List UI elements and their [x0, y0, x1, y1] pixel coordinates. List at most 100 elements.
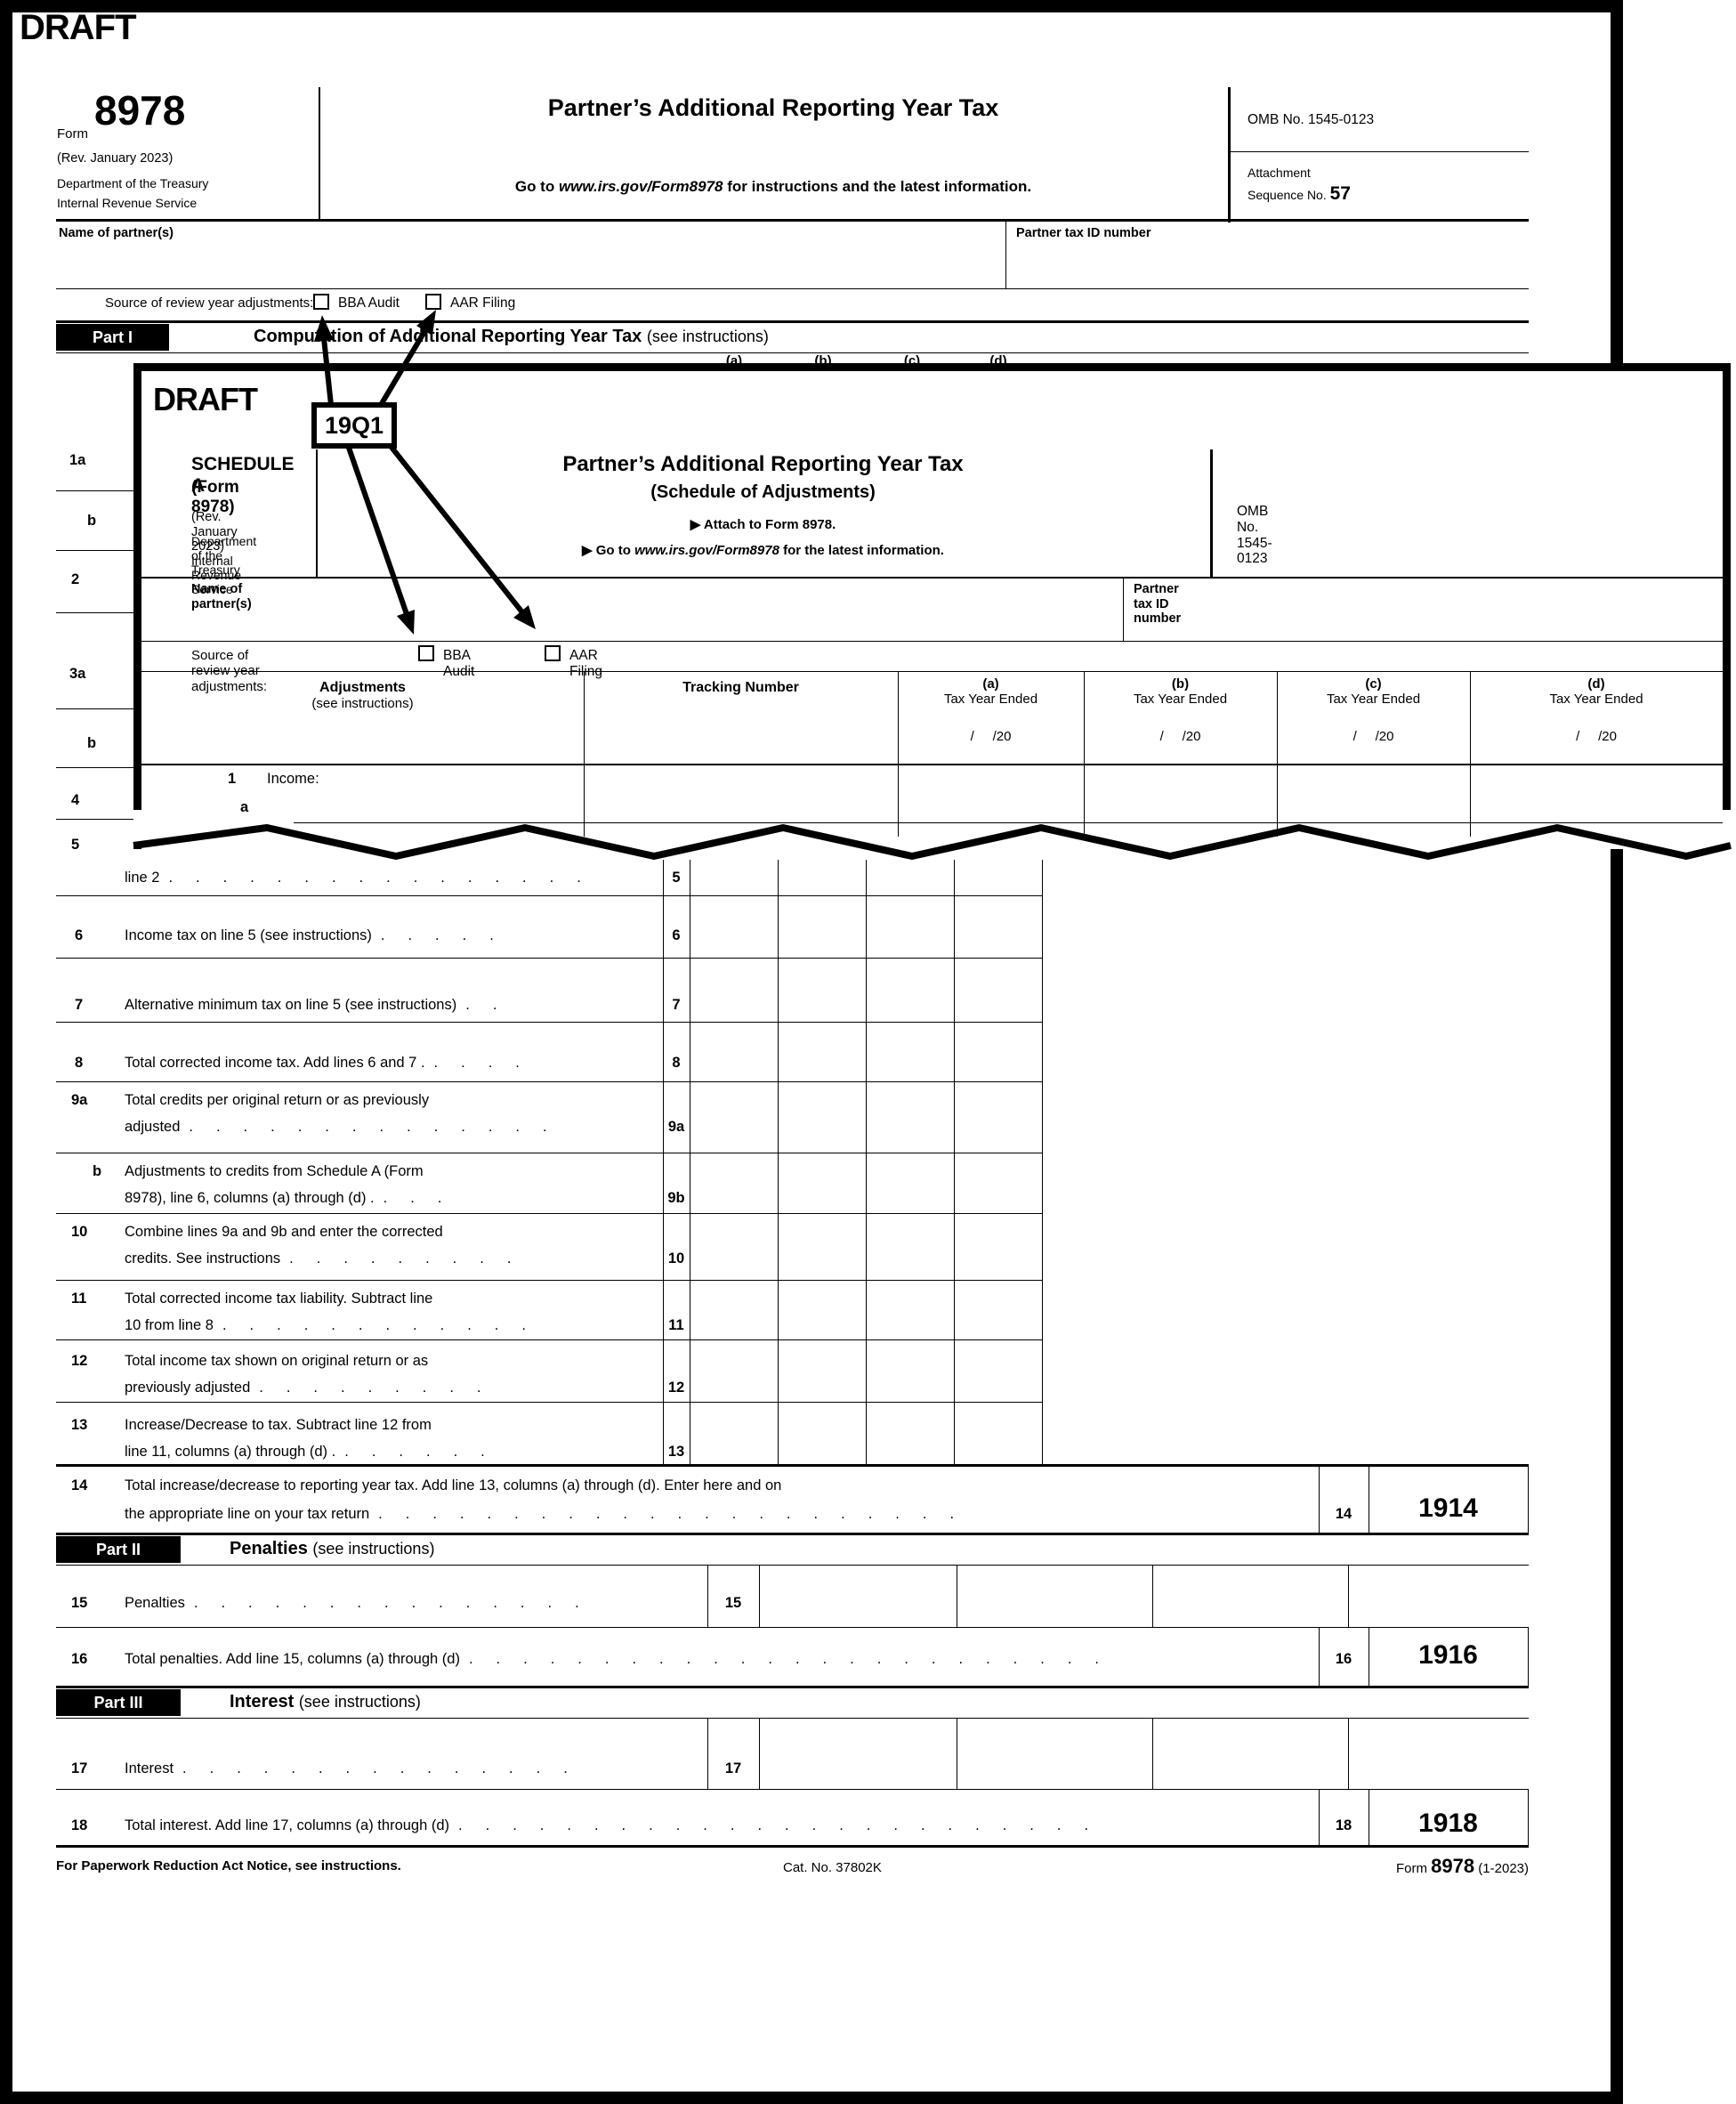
- row9a-number: 9a: [71, 1092, 88, 1108]
- bba-audit-checkbox[interactable]: [313, 294, 329, 310]
- dot-leader: ............: [222, 1317, 549, 1333]
- row5-label: line 2................: [125, 870, 604, 886]
- stub-line-1a: 1a: [69, 452, 86, 468]
- attach-text: Attach to Form 8978.: [703, 517, 836, 532]
- annotation-tag-19q1: 19Q1: [311, 402, 397, 449]
- row11-number: 11: [71, 1291, 87, 1307]
- col-a-top: (a): [725, 353, 743, 363]
- row12-label2: previously adjusted.........: [125, 1380, 505, 1396]
- row11-box-number: 11: [668, 1317, 684, 1333]
- row8-label: Total corrected income tax. Add lines 6 …: [125, 1055, 543, 1072]
- stub-line-3a: 3a: [69, 666, 86, 682]
- dot-leader: .........: [289, 1250, 535, 1266]
- row14-value: 1914: [1418, 1493, 1478, 1523]
- part2-title: Penalties: [230, 1539, 308, 1558]
- row6-label: Income tax on line 5 (see instructions).…: [125, 927, 517, 944]
- sequence-number: 57: [1329, 183, 1351, 204]
- row9a-label1: Total credits per original return or as …: [125, 1092, 430, 1108]
- grid-v-col-a: [778, 860, 779, 1464]
- part1-note: (see instructions): [646, 328, 769, 345]
- part3-bottom-rule: [56, 1718, 1529, 1719]
- part2-heading: Penalties (see instructions): [230, 1539, 434, 1559]
- name-of-partners-field[interactable]: [59, 244, 993, 285]
- bba-audit-label: BBA Audit: [338, 295, 400, 311]
- sequence-label: Sequence No.: [1247, 188, 1327, 202]
- row9b-number: b: [93, 1163, 102, 1179]
- stub-line-4: 4: [71, 792, 80, 808]
- r17-v-numbox-left: [707, 1718, 708, 1789]
- row18-cell-right: [1528, 1789, 1529, 1845]
- col-d-header: (d) Tax Year Ended / /20: [1470, 676, 1723, 744]
- row16-bottom-rule: [56, 1686, 1529, 1688]
- stub-rule-6: [56, 819, 133, 820]
- goto-pre: Go to: [514, 178, 559, 195]
- row14-box-left: [1319, 1464, 1320, 1533]
- row10-label2-text: credits. See instructions: [125, 1250, 281, 1266]
- irs-label: Internal Revenue Service: [57, 196, 198, 210]
- overlay-header-bottom-rule: [141, 577, 1723, 579]
- grid-h-r13: [56, 1464, 1529, 1467]
- dept-treasury: Department of the Treasury: [57, 176, 209, 190]
- footer-form-word: Form: [1396, 1861, 1427, 1876]
- col-b-header: (b) Tax Year Ended / /20: [1084, 676, 1277, 744]
- header-divider-left: [319, 87, 320, 219]
- paperwork-notice: For Paperwork Reduction Act Notice, see …: [56, 1858, 401, 1873]
- aar-filing-label: AAR Filing: [450, 295, 516, 311]
- col-d-taxyear: Tax Year Ended: [1549, 692, 1643, 708]
- col-c-top: (c): [903, 353, 921, 363]
- overlay-aar-checkbox[interactable]: [545, 645, 561, 661]
- row10-label2: credits. See instructions.........: [125, 1250, 534, 1267]
- col-a-header: (a) Tax Year Ended / /20: [898, 676, 1084, 744]
- partner-tin-field[interactable]: [1016, 244, 1514, 285]
- part2-label-box: Part II: [56, 1536, 181, 1563]
- col-c-slashes: / /20: [1352, 728, 1394, 744]
- grid-h-r5: [56, 895, 1042, 896]
- part3-label-box: Part III: [56, 1689, 181, 1716]
- overlay-omb-number: OMB No. 1545-0123: [1237, 504, 1272, 567]
- overlay-aar-label: AAR Filing: [569, 648, 603, 679]
- grid-h-r12: [56, 1402, 1042, 1403]
- aar-filing-checkbox[interactable]: [425, 294, 441, 310]
- overlay-tin-field[interactable]: [1134, 598, 1667, 637]
- overlay-row1a-rule: [294, 822, 1723, 823]
- dot-leader: ...............: [182, 1760, 591, 1776]
- overlay-name-row-rule: [141, 641, 1723, 642]
- col-b-slashes: / /20: [1159, 728, 1201, 744]
- overlay-subtitle: (Schedule of Adjustments): [650, 482, 876, 502]
- r15-v-col-b: [1152, 1565, 1153, 1627]
- row7-box-number: 7: [672, 997, 681, 1013]
- col-d-letter: (d): [1587, 676, 1605, 692]
- dot-leader: ...: [383, 1190, 465, 1206]
- grid-h-r8: [56, 1081, 1042, 1082]
- sequence-line: Sequence No. 57: [1247, 183, 1351, 205]
- grid-v-col-b: [866, 860, 867, 1464]
- col-tracking-header: Tracking Number: [682, 680, 799, 695]
- row14-label2: the appropriate line on your tax return.…: [125, 1506, 977, 1523]
- col-a-taxyear: Tax Year Ended: [943, 692, 1038, 708]
- grid-v-col-d: [1042, 860, 1043, 1464]
- row18-value: 1918: [1418, 1809, 1478, 1838]
- overlay-source-bottom-rule: [141, 671, 1723, 672]
- schedule-a-label: SCHEDULE A: [191, 454, 295, 497]
- dot-leader: ...............: [193, 1595, 602, 1611]
- overlay-name-field[interactable]: [191, 598, 1081, 637]
- row18-label-text: Total interest. Add line 17, columns (a)…: [125, 1817, 450, 1833]
- col-a-letter: (a): [982, 676, 999, 692]
- overlay-goto-pre: ▶ Go to: [582, 543, 635, 558]
- row9b-label2-text: 8978), line 6, columns (a) through (d) .: [125, 1190, 375, 1206]
- row16-value: 1916: [1418, 1640, 1478, 1670]
- footer-form-id: Form 8978 (1-2023): [1281, 1855, 1529, 1877]
- row16-box-number: 16: [1335, 1651, 1352, 1667]
- overlay-table-header-rule: [141, 764, 1723, 765]
- row14-number: 14: [71, 1477, 88, 1493]
- row12-number: 12: [71, 1353, 88, 1369]
- ov-v-b: [1277, 671, 1278, 837]
- page-title: Partner’s Additional Reporting Year Tax: [547, 94, 999, 121]
- row15-label: Penalties...............: [125, 1595, 602, 1612]
- overlay-row1-number: 1: [228, 771, 237, 787]
- stub-line-5: 5: [71, 837, 80, 853]
- overlay-bba-checkbox[interactable]: [418, 645, 434, 661]
- part3-title: Interest: [230, 1692, 295, 1712]
- row13-label2: line 11, columns (a) through (d) .......: [125, 1444, 508, 1461]
- overlay-goto-post: for the latest information.: [779, 543, 944, 558]
